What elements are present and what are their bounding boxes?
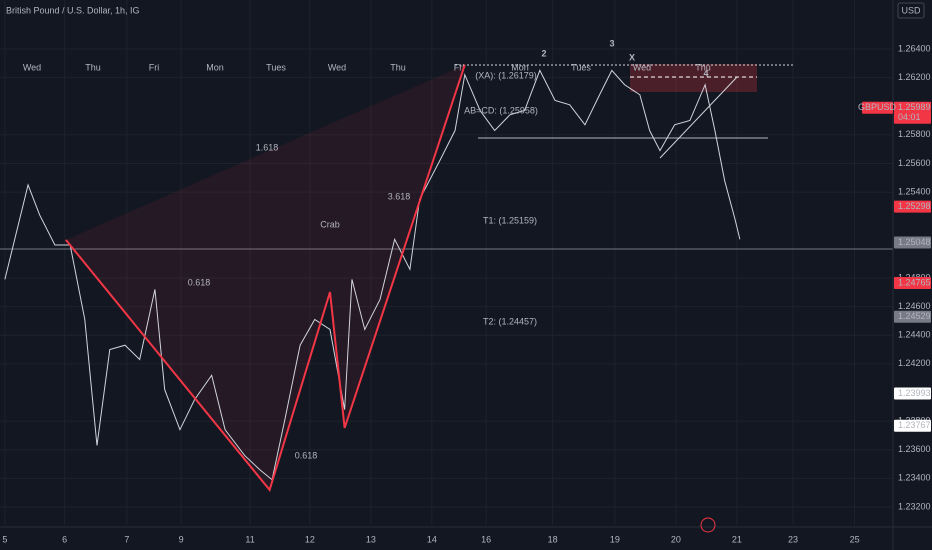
weekday-label: Wed: [328, 62, 346, 72]
y-tick-label: 1.26200: [898, 72, 931, 82]
weekday-label: Wed: [633, 62, 651, 72]
x-tick-label: 25: [850, 534, 860, 544]
x-tick-label: 20: [671, 534, 681, 544]
x-tick-label: 23: [788, 534, 798, 544]
weekday-label: Mon: [206, 62, 224, 72]
price-marker: [894, 200, 931, 213]
y-tick-label: 1.24400: [898, 330, 931, 340]
chart-title: British Pound / U.S. Dollar, 1h, IG: [6, 5, 140, 15]
currency[interactable]: USD: [901, 5, 921, 15]
y-tick-label: 1.25800: [898, 129, 931, 139]
y-tick-label: 1.25600: [898, 158, 931, 168]
price-line: [4, 69, 741, 481]
price-marker: [894, 419, 931, 432]
alert-icon[interactable]: [700, 517, 716, 533]
x-tick-label: 13: [366, 534, 376, 544]
price-marker: [894, 236, 931, 249]
annotation: T1: (1.25159): [483, 215, 537, 225]
price-marker-label: 1.24529: [898, 311, 931, 321]
weekday-label: Thu: [695, 62, 711, 72]
y-tick-label: 1.23400: [898, 473, 931, 483]
price-marker-label: 1.25989: [898, 102, 931, 112]
x-tick-label: 18: [548, 534, 558, 544]
price-marker-label: 1.23993: [898, 388, 931, 398]
price-marker-label: 1.24765: [898, 277, 931, 287]
pattern-fill: [65, 64, 465, 490]
y-tick-label: 1.25400: [898, 186, 931, 196]
symbol-box: [862, 101, 893, 114]
weekday-label: Tues: [266, 62, 286, 72]
x-tick-label: 14: [427, 534, 437, 544]
price-marker-label: 1.23767: [898, 420, 931, 430]
annotation: 0.618: [295, 450, 318, 460]
weekday-label: Fri: [149, 62, 160, 72]
annotation: 3.618: [388, 191, 411, 201]
annotation: 2: [541, 48, 546, 58]
annotation: 4: [703, 68, 708, 78]
countdown: 04:01: [898, 112, 921, 122]
trend-line: [659, 76, 738, 159]
y-tick-label: 1.23600: [898, 444, 931, 454]
x-tick-label: 7: [124, 534, 129, 544]
x-tick-label: 21: [732, 534, 742, 544]
weekday-label: Tues: [571, 62, 591, 72]
price-marker: [894, 387, 931, 400]
x-tick-label: 5: [2, 534, 7, 544]
y-tick-label: 1.26400: [898, 43, 931, 53]
weekday-label: Thu: [390, 62, 406, 72]
x-tick-label: 12: [305, 534, 315, 544]
price-marker-label: 1.25048: [898, 237, 931, 247]
x-tick-label: 16: [481, 534, 491, 544]
annotation: 0.618: [188, 277, 211, 287]
annotation: 3: [609, 38, 614, 48]
weekday-label: Fri: [454, 62, 465, 72]
x-tick-label: 6: [62, 534, 67, 544]
weekday-label: Thu: [85, 62, 101, 72]
annotation: T2: (1.24457): [483, 316, 537, 326]
weekday-label: Wed: [23, 62, 41, 72]
annotation: Crab: [320, 219, 340, 229]
x-tick-label: 11: [245, 534, 254, 544]
weekday-label: Mon: [511, 62, 529, 72]
price-marker-label: 1.25298: [898, 201, 931, 211]
price-marker: [894, 101, 931, 124]
currency-box[interactable]: [897, 2, 925, 19]
annotation: AB=CD: (1.25958): [464, 105, 538, 115]
annotation: 1.618: [256, 142, 279, 152]
y-tick-label: 1.23200: [898, 501, 931, 511]
annotation: X: [629, 52, 635, 62]
x-tick-label: 9: [179, 534, 184, 544]
price-marker: [894, 276, 931, 289]
y-tick-label: 1.24600: [898, 301, 931, 311]
annotation: (XA): (1.26179): [475, 70, 537, 80]
symbol-label: GBPUSD: [858, 102, 897, 112]
harmonic-pattern: [65, 64, 466, 493]
price-marker: [894, 310, 931, 323]
y-tick-label: 1.24200: [898, 358, 931, 368]
x-tick-label: 19: [610, 534, 620, 544]
